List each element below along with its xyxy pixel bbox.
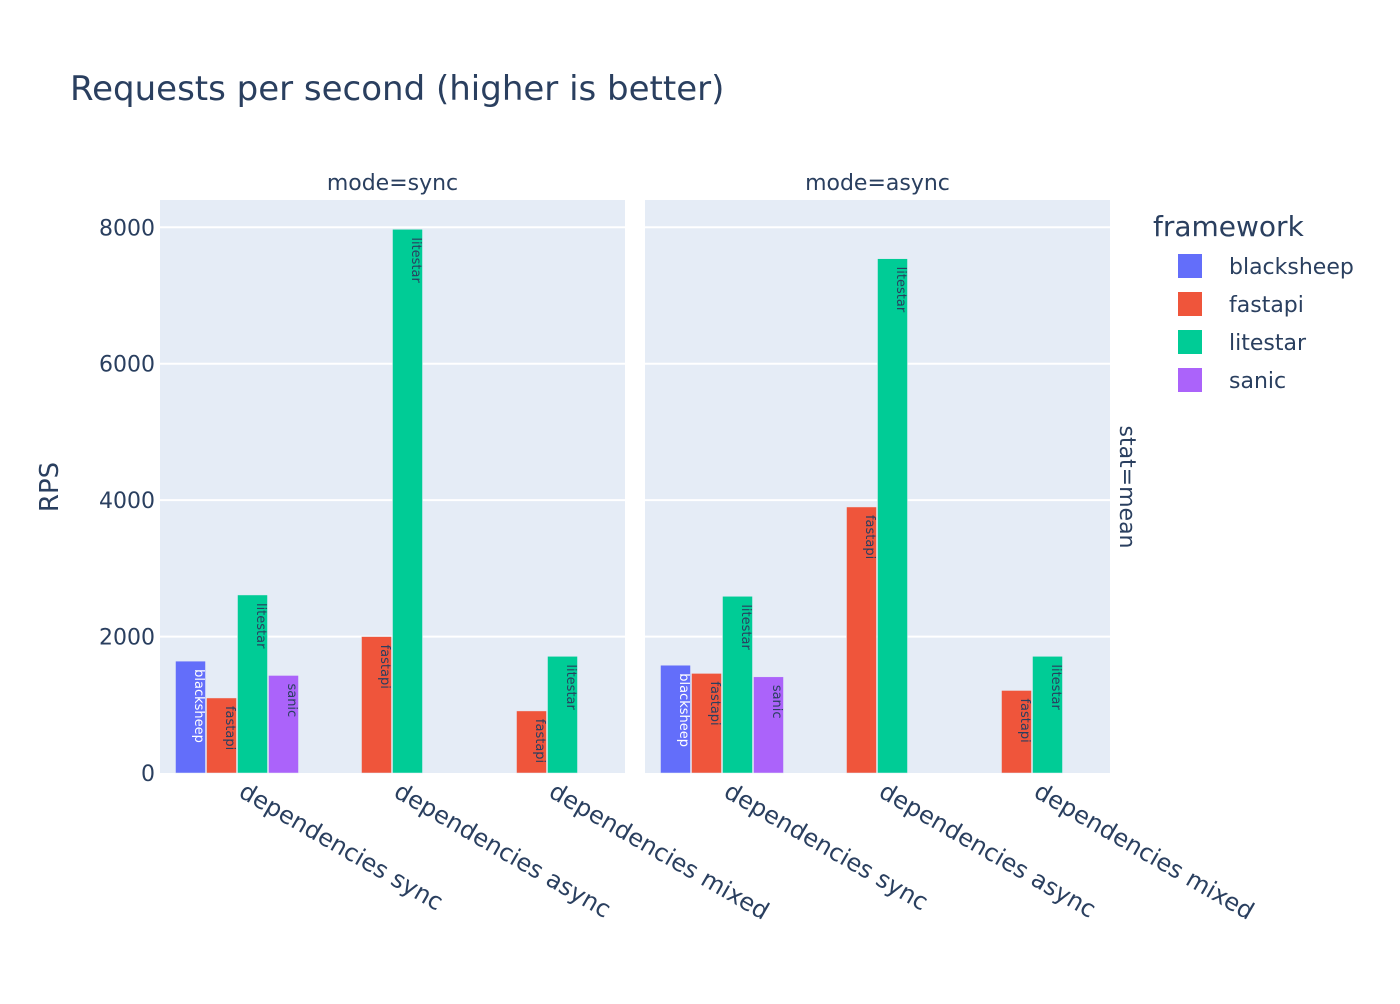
bar-label: litestar — [408, 237, 423, 283]
bar-sanic — [753, 676, 784, 774]
bar-label: fastapi — [222, 706, 237, 750]
y-tick-label: 0 — [141, 762, 155, 787]
bar-label: sanic — [769, 685, 784, 719]
legend-item-sanic: sanic — [1229, 369, 1286, 394]
y-tick-label: 8000 — [99, 216, 155, 241]
bar-fastapi — [1001, 690, 1032, 774]
y-tick-label: 4000 — [99, 489, 155, 514]
bar-label: blacksheep — [676, 673, 691, 747]
chart-title: Requests per second (higher is better) — [70, 69, 724, 109]
bar-fastapi — [206, 697, 237, 774]
bar-label: sanic — [284, 683, 299, 717]
bar-label: litestar — [253, 603, 268, 649]
legend-title: framework — [1153, 210, 1305, 243]
legend-swatch-litestar — [1178, 330, 1202, 354]
bar-litestar — [392, 229, 423, 774]
y-tick-label: 6000 — [99, 353, 155, 378]
legend-swatch-blacksheep — [1178, 254, 1202, 278]
bar-label: fastapi — [862, 515, 877, 559]
bar-label: fastapi — [532, 719, 547, 763]
bar-label: fastapi — [1017, 698, 1032, 742]
y-tick-label: 2000 — [99, 626, 155, 651]
bar-fastapi — [846, 506, 877, 774]
bar-label: blacksheep — [191, 669, 206, 743]
bar-blacksheep — [175, 660, 206, 774]
bar-litestar — [722, 596, 753, 774]
bar-fastapi — [361, 636, 392, 774]
bar-sanic — [268, 675, 299, 774]
legend-item-blacksheep: blacksheep — [1229, 255, 1354, 280]
bar-fastapi — [516, 710, 547, 774]
bar-label: litestar — [1048, 664, 1063, 710]
legend-swatch-fastapi — [1178, 292, 1202, 316]
bar-label: litestar — [563, 664, 578, 710]
bar-label: fastapi — [377, 645, 392, 689]
legend-item-litestar: litestar — [1229, 331, 1307, 356]
legend-item-fastapi: fastapi — [1229, 293, 1304, 318]
facet-label: mode=sync — [327, 171, 458, 196]
bar-fastapi — [691, 673, 722, 774]
y-axis-title: RPS — [35, 462, 65, 512]
bar-litestar — [877, 258, 908, 774]
row-facet-label: stat=mean — [1114, 425, 1139, 548]
bar-litestar — [237, 594, 268, 774]
bar-label: fastapi — [707, 681, 722, 725]
bar-label: litestar — [738, 604, 753, 650]
bar-litestar — [1032, 656, 1063, 774]
facet-label: mode=async — [805, 171, 950, 196]
legend-swatch-sanic — [1178, 368, 1202, 392]
bar-litestar — [547, 656, 578, 774]
bar-label: litestar — [893, 267, 908, 313]
bar-blacksheep — [660, 664, 691, 774]
